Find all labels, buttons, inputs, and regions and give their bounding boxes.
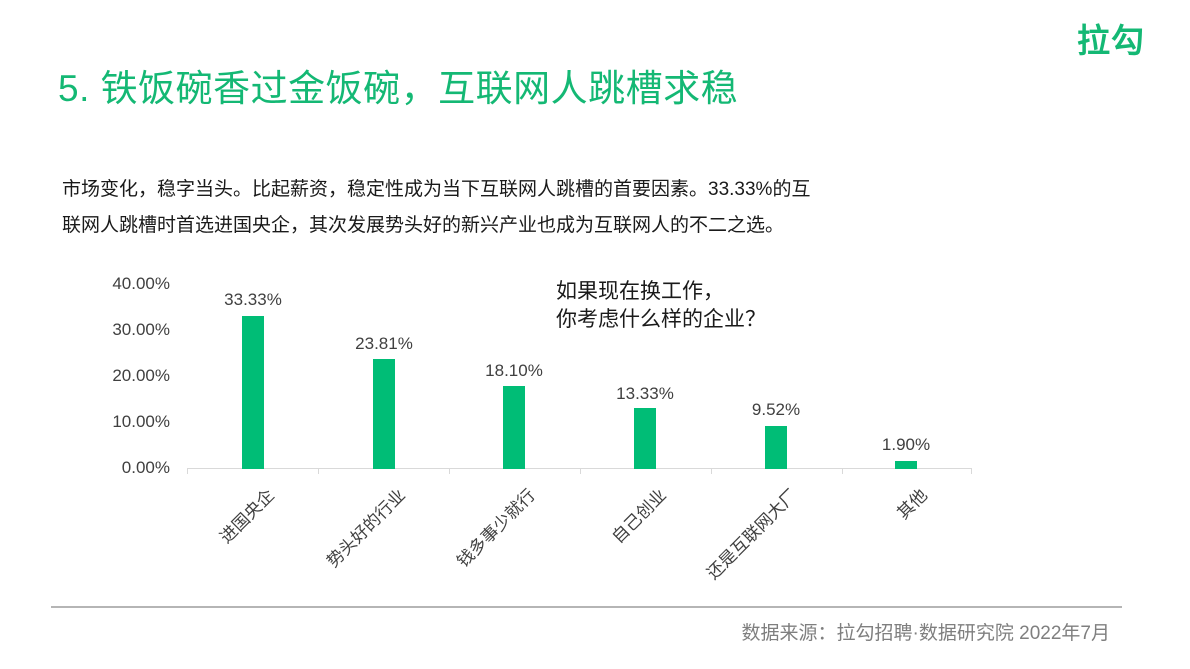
bar-还是互联网大厂 <box>765 426 787 469</box>
x-category-label: 自己创业 <box>608 485 670 548</box>
bar-势头好的行业 <box>373 359 395 469</box>
x-axis-tick <box>187 468 188 474</box>
data-source: 数据来源：拉勾招聘·数据研究院 2022年7月 <box>741 623 1110 644</box>
chart-title-line: 你考虑什么样的企业？ <box>556 308 766 331</box>
bar-进国央企 <box>242 316 264 469</box>
x-category-label: 还是互联网大厂 <box>703 485 801 584</box>
page-title: 5. 铁饭碗香过金饭碗，互联网人跳槽求稳 <box>58 68 739 109</box>
x-axis-tick <box>971 468 972 474</box>
chart-title: 如果现在换工作， 你考虑什么样的企业？ <box>556 278 766 334</box>
chart-title-line: 如果现在换工作， <box>556 280 724 303</box>
x-category-label: 钱多事少就行 <box>453 485 539 572</box>
bar-钱多事少就行 <box>503 386 525 469</box>
x-axis-tick <box>580 468 581 474</box>
bar-自己创业 <box>634 408 656 469</box>
y-tick-label: 40.00% <box>112 274 170 293</box>
lagou-logo: 拉勾 <box>1077 22 1145 59</box>
x-axis-tick <box>711 468 712 474</box>
bar-value-label: 13.33% <box>616 384 674 403</box>
y-tick-label: 30.00% <box>112 320 170 339</box>
x-axis-line <box>187 468 971 469</box>
description-line: 市场变化，稳字当头。比起薪资，稳定性成为当下互联网人跳槽的首要因素。33.33%… <box>62 179 811 200</box>
bar-value-label: 33.33% <box>224 290 282 309</box>
description: 市场变化，稳字当头。比起薪资，稳定性成为当下互联网人跳槽的首要因素。33.33%… <box>62 172 962 244</box>
bar-value-label: 23.81% <box>355 334 413 353</box>
x-category-label: 势头好的行业 <box>323 485 409 572</box>
y-tick-label: 0.00% <box>121 458 170 477</box>
y-tick-label: 20.00% <box>112 366 170 385</box>
x-axis-tick <box>449 468 450 474</box>
bar-其他 <box>895 461 917 469</box>
description-line: 联网人跳槽时首选进国央企，其次发展势头好的新兴产业也成为互联网人的不二之选。 <box>62 215 785 236</box>
bar-value-label: 1.90% <box>881 435 931 454</box>
y-tick-label: 10.00% <box>112 412 170 431</box>
bar-value-label: 9.52% <box>751 400 801 419</box>
x-axis-tick <box>318 468 319 474</box>
footer-divider <box>51 606 1122 608</box>
x-axis-tick <box>842 468 843 474</box>
x-category-label: 其他 <box>893 485 931 524</box>
x-category-label: 进国央企 <box>216 485 278 548</box>
bar-value-label: 18.10% <box>485 361 543 380</box>
